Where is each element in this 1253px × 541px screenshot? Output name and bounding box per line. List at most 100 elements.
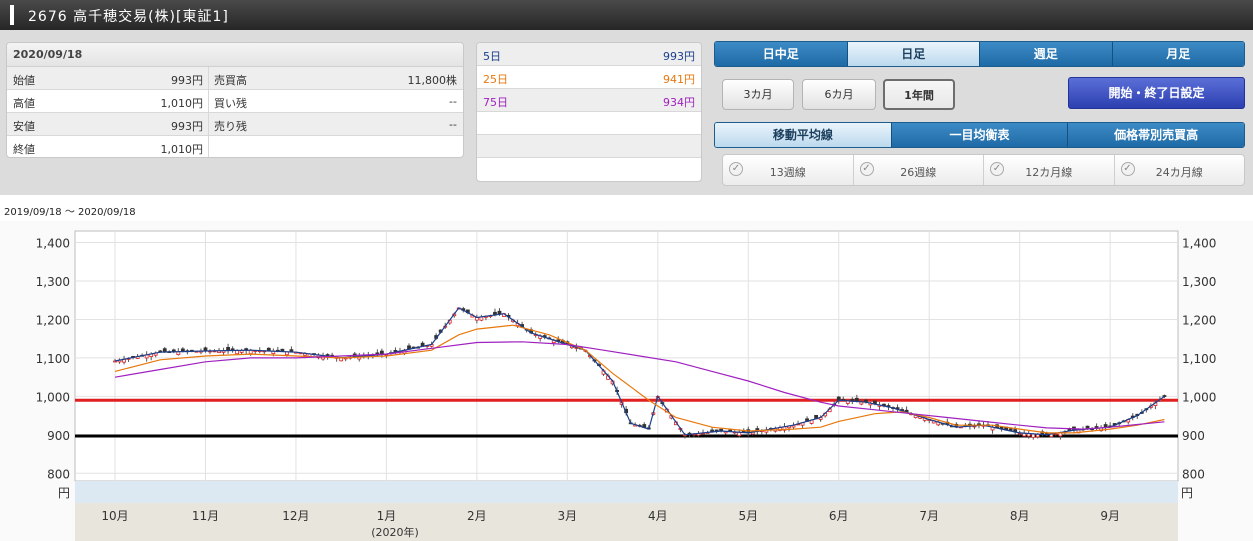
row-label-2: 買い残 [208, 90, 463, 112]
chart-area: 1,400 1,400 1,300 1,300 1,200 1,200 1,100 1,100… [0, 221, 1253, 541]
year-label: (2020年) [371, 525, 419, 539]
tab-weekly[interactable]: 週足 [980, 42, 1113, 66]
x-axis-labels: 10月 11月 12月 1月 2月 3月 4月 5月 6月 7月 8月 9月 [101, 509, 1120, 523]
ma-value: 941円 [663, 73, 695, 86]
ma-label: 75日 [483, 96, 508, 109]
period-tabs: 日中足 日足 週足 月足 [714, 41, 1245, 67]
page-title: 2676 高千穂交易(株)[東証1] [28, 9, 229, 25]
y-tick-label: 1,000 [36, 390, 70, 404]
range-1-year-button[interactable]: 1年間 [883, 79, 955, 110]
price-chart[interactable]: 1,400 1,400 1,300 1,300 1,200 1,200 1,100 1,100… [0, 221, 1253, 541]
ma-row: 25日 941円 [477, 66, 701, 89]
row-value-2: -- [449, 95, 457, 108]
y-tick-label-right: 1,300 [1182, 275, 1216, 289]
y-tick-label: 1,100 [36, 352, 70, 366]
ma-row: 5日 993円 [477, 43, 701, 66]
row-value-2: 11,800株 [407, 74, 458, 87]
check-icon: ✓ [859, 162, 874, 176]
x-tick-label: 6月 [829, 509, 849, 523]
tab-daily[interactable]: 日足 [847, 42, 980, 66]
row-value: 993円 [171, 74, 203, 87]
y-tick-label: 1,400 [36, 237, 70, 251]
ma-label: 25日 [483, 73, 508, 86]
y-tick-label-right: 900 [1182, 429, 1205, 443]
ma-value: 993円 [663, 50, 695, 63]
x-tick-label: 12月 [282, 509, 309, 523]
quote-date: 2020/09/18 [7, 43, 463, 67]
range-6-months-button[interactable]: 6カ月 [802, 79, 876, 110]
ma-line-25日 [114, 324, 1165, 434]
y-tick-label: 800 [47, 467, 70, 481]
table-row: 高値 1,010円 買い残 -- [7, 90, 463, 113]
row-label: 終値 [13, 143, 35, 156]
row-label: 始値 [13, 74, 35, 87]
y-tick-label-right: 1,200 [1182, 313, 1216, 327]
y-tick-label-right: 1,000 [1182, 390, 1216, 404]
y-tick-label-right: 1,100 [1182, 352, 1216, 366]
row-value: 993円 [171, 120, 203, 133]
chart-date-range: 2019/09/18 〜 2020/09/18 [4, 207, 136, 218]
toggle-12-month[interactable]: ✓ 12カ月線 [984, 155, 1115, 185]
table-row: 始値 993円 売買高 11,800株 [7, 67, 463, 90]
moving-average-table: 5日 993円 25日 941円 75日 934円 [476, 42, 702, 182]
x-tick-label: 1月 [377, 509, 397, 523]
tab-ichimoku[interactable]: 一目均衡表 [891, 123, 1069, 147]
row-label: 安値 [13, 120, 35, 133]
y-unit-left: 円 [58, 486, 70, 500]
ma-value: 934円 [663, 96, 695, 109]
toggle-13-week[interactable]: ✓ 13週線 [723, 155, 854, 185]
row-value: 1,010円 [160, 143, 204, 156]
plot-area [74, 230, 1179, 482]
toggle-label: 24カ月線 [1155, 166, 1203, 179]
unit-band [75, 481, 1178, 503]
ma-line-5日 [114, 307, 1165, 436]
ma-label: 5日 [483, 50, 501, 63]
tab-volume-profile[interactable]: 価格帯別売買高 [1068, 123, 1244, 147]
y-tick-label: 900 [47, 429, 70, 443]
x-tick-label: 4月 [648, 509, 668, 523]
title-accent [10, 5, 14, 25]
check-icon: ✓ [990, 162, 1004, 176]
y-tick-label-right: 1,400 [1182, 237, 1216, 251]
ma-row-empty [477, 135, 701, 158]
table-row: 終値 1,010円 [7, 136, 463, 157]
x-tick-label: 2月 [467, 509, 487, 523]
x-tick-label: 10月 [101, 509, 128, 523]
x-tick-label: 11月 [192, 509, 219, 523]
row-label-2: 売買高 [208, 67, 463, 89]
x-axis-band [75, 503, 1178, 541]
candle-body [1162, 395, 1167, 397]
row-label-2: 売り残 [208, 113, 463, 135]
control-panel: 2020/09/18 始値 993円 売買高 11,800株 高値 1,010円… [0, 30, 1253, 195]
tab-moving-average[interactable]: 移動平均線 [715, 123, 892, 147]
check-icon: ✓ [729, 162, 743, 176]
indicator-tabs: 移動平均線 一目均衡表 価格帯別売買高 [714, 122, 1245, 148]
toggle-label: 26週線 [900, 166, 937, 179]
x-tick-label: 8月 [1010, 509, 1030, 523]
range-3-months-button[interactable]: 3カ月 [722, 79, 794, 110]
date-setting-button[interactable]: 開始・終了日設定 [1068, 77, 1245, 109]
y-unit-right: 円 [1181, 486, 1193, 500]
ohlc-table: 2020/09/18 始値 993円 売買高 11,800株 高値 1,010円… [6, 42, 464, 158]
row-label: 高値 [13, 97, 35, 110]
ma-line-toggles: ✓ 13週線 ✓ 26週線 ✓ 12カ月線 ✓ 24カ月線 [722, 154, 1245, 186]
tab-monthly[interactable]: 月足 [1112, 42, 1244, 66]
row-value-2: -- [449, 118, 457, 131]
toggle-label: 13週線 [769, 166, 806, 179]
ma-lines [114, 307, 1165, 436]
tab-intraday[interactable]: 日中足 [715, 42, 848, 66]
toggle-26-week[interactable]: ✓ 26週線 [854, 155, 984, 185]
toggle-label: 12カ月線 [1025, 166, 1073, 179]
ma-line-75日 [114, 341, 1165, 430]
title-bar: 2676 高千穂交易(株)[東証1] [0, 0, 1253, 30]
row-value: 1,010円 [160, 97, 204, 110]
x-tick-label: 5月 [738, 509, 758, 523]
toggle-24-month[interactable]: ✓ 24カ月線 [1115, 155, 1245, 185]
x-tick-label: 3月 [558, 509, 578, 523]
table-row: 安値 993円 売り残 -- [7, 113, 463, 136]
ma-row-empty [477, 112, 701, 135]
y-tick-label-right: 800 [1182, 467, 1205, 481]
ma-row: 75日 934円 [477, 89, 701, 112]
reference-lines [75, 398, 1178, 438]
x-tick-label: 9月 [1100, 509, 1120, 523]
